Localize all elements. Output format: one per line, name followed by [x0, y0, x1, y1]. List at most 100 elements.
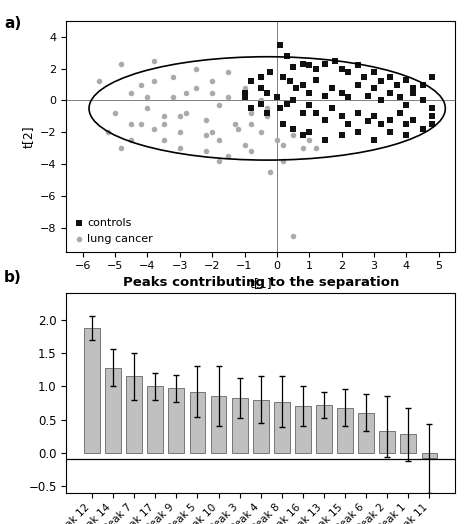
lung cancer — [215, 136, 222, 145]
controls — [354, 80, 362, 89]
controls — [305, 101, 313, 110]
controls — [289, 63, 297, 71]
lung cancer — [95, 77, 102, 85]
lung cancer — [241, 141, 248, 149]
lung cancer — [192, 64, 200, 73]
controls — [312, 64, 319, 73]
lung cancer — [150, 125, 157, 133]
lung cancer — [305, 136, 313, 145]
controls — [344, 68, 352, 76]
controls — [419, 125, 427, 133]
Bar — [421, 453, 438, 458]
lung cancer — [202, 115, 210, 124]
lung cancer — [182, 109, 190, 117]
controls — [344, 93, 352, 102]
controls — [428, 104, 436, 113]
lung cancer — [128, 136, 135, 145]
controls — [364, 92, 372, 100]
lung cancer — [264, 104, 271, 113]
controls — [377, 96, 384, 105]
controls — [289, 125, 297, 133]
controls — [402, 131, 410, 139]
lung cancer — [105, 128, 112, 136]
controls — [257, 83, 264, 92]
lung cancer — [176, 112, 183, 121]
lung cancer — [170, 93, 177, 102]
lung cancer — [225, 93, 232, 102]
controls — [266, 68, 274, 76]
lung cancer — [150, 57, 157, 65]
controls — [299, 109, 307, 117]
controls — [328, 104, 336, 113]
lung cancer — [176, 128, 183, 136]
controls — [283, 52, 291, 60]
controls — [402, 101, 410, 110]
lung cancer — [170, 72, 177, 81]
controls — [312, 109, 319, 117]
controls — [354, 61, 362, 70]
controls — [338, 131, 346, 139]
controls — [344, 120, 352, 128]
controls — [338, 112, 346, 121]
lung cancer — [247, 120, 255, 128]
lung cancer — [182, 89, 190, 97]
lung cancer — [118, 60, 125, 68]
lung cancer — [289, 232, 297, 240]
controls — [370, 68, 378, 76]
controls — [409, 89, 417, 97]
Title: Peaks contributing to the separation: Peaks contributing to the separation — [122, 277, 399, 289]
controls — [322, 60, 329, 68]
lung cancer — [234, 125, 242, 133]
controls — [396, 93, 404, 102]
Bar — [337, 408, 353, 453]
controls — [305, 89, 313, 97]
lung cancer — [257, 96, 264, 105]
Bar — [105, 368, 121, 453]
Bar — [232, 398, 247, 453]
lung cancer — [137, 120, 145, 128]
lung cancer — [202, 147, 210, 156]
controls — [280, 120, 287, 128]
controls — [299, 80, 307, 89]
controls — [322, 115, 329, 124]
Bar — [147, 386, 163, 453]
lung cancer — [266, 168, 274, 176]
controls — [299, 60, 307, 68]
controls — [361, 72, 368, 81]
lung cancer — [312, 144, 319, 152]
lung cancer — [176, 144, 183, 152]
controls — [409, 115, 417, 124]
controls — [328, 83, 336, 92]
lung cancer — [144, 104, 151, 113]
lung cancer — [289, 131, 297, 139]
controls — [257, 72, 264, 81]
Bar — [295, 406, 311, 453]
controls — [276, 41, 284, 49]
lung cancer — [209, 89, 216, 97]
controls — [402, 75, 410, 84]
Bar — [190, 391, 205, 453]
lung cancer — [160, 120, 167, 128]
lung cancer — [192, 83, 200, 92]
controls — [289, 96, 297, 105]
lung cancer — [209, 77, 216, 85]
controls — [247, 77, 255, 85]
controls — [386, 128, 394, 136]
controls — [247, 104, 255, 113]
lung cancer — [160, 112, 167, 121]
lung cancer — [247, 109, 255, 117]
lung cancer — [128, 89, 135, 97]
controls — [338, 64, 346, 73]
controls — [312, 75, 319, 84]
controls — [322, 92, 329, 100]
lung cancer — [215, 101, 222, 110]
controls — [338, 89, 346, 97]
lung cancer — [215, 157, 222, 165]
controls — [305, 128, 313, 136]
X-axis label: t[1]: t[1] — [249, 277, 272, 290]
controls — [370, 83, 378, 92]
controls — [386, 72, 394, 81]
controls — [305, 61, 313, 70]
Y-axis label: t[2]: t[2] — [22, 125, 35, 148]
controls — [276, 104, 284, 113]
